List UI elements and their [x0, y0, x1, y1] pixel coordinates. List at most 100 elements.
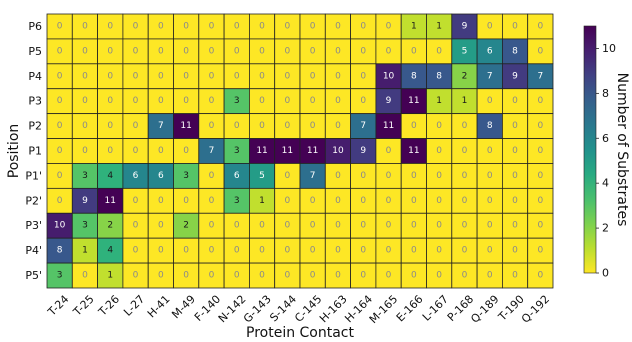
heatmap-cell: [248, 88, 276, 115]
heatmap-cell: [248, 63, 276, 90]
cell-value-label: 0: [360, 196, 366, 206]
heatmap-cell: [46, 212, 73, 239]
cell-value-label: 0: [487, 246, 493, 256]
heatmap-cell: [71, 163, 99, 189]
cell-value-label: 0: [335, 221, 341, 231]
cell-value-label: 3: [57, 271, 63, 281]
heatmap-cell: [375, 163, 402, 189]
cell-value-label: 0: [512, 121, 518, 131]
cell-value-label: 0: [259, 96, 265, 106]
heatmap-cell: [426, 138, 453, 164]
cell-value-label: 0: [386, 221, 392, 231]
cell-value-label: 0: [386, 171, 392, 181]
heatmap-cell: [71, 212, 99, 239]
cell-value-label: 0: [234, 46, 240, 56]
cell-value-label: 0: [57, 196, 63, 206]
cell-value-label: 11: [383, 121, 394, 131]
cell-value-label: 9: [512, 71, 518, 81]
cell-value-label: 0: [284, 246, 290, 256]
heatmap-cell: [426, 88, 453, 115]
heatmap-cell: [147, 262, 174, 289]
heatmap-cell: [527, 262, 554, 289]
heatmap-cell: [71, 138, 99, 164]
cell-value-label: 0: [310, 21, 316, 31]
cell-value-label: 0: [487, 221, 493, 231]
heatmap-cell: [527, 113, 554, 139]
cell-value-label: 0: [512, 146, 518, 156]
heatmap-cell: [476, 262, 503, 289]
cell-value-label: 0: [411, 221, 417, 231]
heatmap-cell: [375, 88, 402, 115]
y-tick-label: P4: [28, 70, 42, 83]
heatmap-cells: 0 0 0 0 0 0 0 0 0 0 0 0 0 0 1 1 9 0 0 00 0 0 0 0 0 0 0 0 0 0 0 0 0 0 0 5 6 8 0…: [46, 13, 554, 289]
colorbar-ticks: 0 2 4 6 8 10: [596, 42, 616, 280]
x-tick-label: Q-192: [519, 293, 552, 326]
cell-value-label: 1: [436, 96, 442, 106]
colorbar-tick-label: 10: [602, 42, 616, 55]
heatmap-cell: [71, 63, 99, 90]
heatmap-cell: [375, 63, 402, 90]
cell-value-label: 0: [436, 221, 442, 231]
cell-value-label: 0: [436, 171, 442, 181]
heatmap-cell: [71, 237, 99, 264]
cell-value-label: 8: [436, 71, 442, 81]
y-axis-title: Position: [6, 124, 22, 179]
cell-value-label: 0: [209, 221, 215, 231]
heatmap-cell: [147, 113, 174, 139]
heatmap-cell: [426, 187, 453, 214]
cell-value-label: 6: [487, 46, 493, 56]
cell-value-label: 0: [487, 21, 493, 31]
cell-value-label: 0: [386, 21, 392, 31]
colorbar: [583, 25, 597, 274]
heatmap-cell: [501, 88, 529, 115]
cell-value-label: 4: [107, 246, 113, 256]
heatmap-cell: [223, 113, 250, 139]
cell-value-label: 0: [360, 21, 366, 31]
heatmap-cell: [46, 113, 73, 139]
cell-value-label: 7: [209, 146, 215, 156]
cell-value-label: 0: [82, 71, 88, 81]
heatmap-cell: [426, 237, 453, 264]
cell-value-label: 1: [436, 21, 442, 31]
cell-value-label: 0: [537, 246, 543, 256]
cell-value-label: 10: [383, 71, 395, 81]
cell-value-label: 0: [57, 46, 63, 56]
cell-value-label: 0: [462, 196, 468, 206]
x-tick-label: N-142: [216, 293, 249, 326]
cell-value-label: 0: [82, 21, 88, 31]
cell-value-label: 0: [133, 71, 139, 81]
heatmap-cell: [451, 262, 478, 289]
cell-value-label: 0: [310, 121, 316, 131]
cell-value-label: 0: [360, 171, 366, 181]
heatmap-cell: [501, 113, 529, 139]
heatmap-cell: [248, 163, 276, 189]
heatmap-cell: [426, 262, 453, 289]
cell-value-label: 0: [107, 96, 113, 106]
heatmap-cell: [223, 187, 250, 214]
colorbar-tick-label: 6: [602, 132, 609, 145]
y-tick-label: P5': [25, 269, 42, 282]
heatmap-cell: [274, 138, 301, 164]
heatmap-cell: [173, 163, 200, 189]
heatmap-cell: [375, 237, 402, 264]
cell-value-label: 0: [436, 196, 442, 206]
heatmap-cell: [173, 63, 200, 90]
cell-value-label: 0: [386, 271, 392, 281]
heatmap-cell: [426, 63, 453, 90]
cell-value-label: 1: [259, 196, 265, 206]
heatmap-cell: [527, 212, 554, 239]
heatmap-cell: [324, 88, 351, 115]
cell-value-label: 2: [183, 221, 189, 231]
heatmap-cell: [400, 113, 427, 139]
cell-value-label: 0: [209, 121, 215, 131]
cell-value-label: 0: [462, 246, 468, 256]
heatmap-cell: [173, 212, 200, 239]
cell-value-label: 11: [256, 146, 267, 156]
cell-value-label: 0: [107, 146, 113, 156]
cell-value-label: 0: [259, 71, 265, 81]
cell-value-label: 0: [512, 246, 518, 256]
cell-value-label: 0: [360, 46, 366, 56]
cell-value-label: 0: [310, 271, 316, 281]
cell-value-label: 5: [462, 46, 468, 56]
